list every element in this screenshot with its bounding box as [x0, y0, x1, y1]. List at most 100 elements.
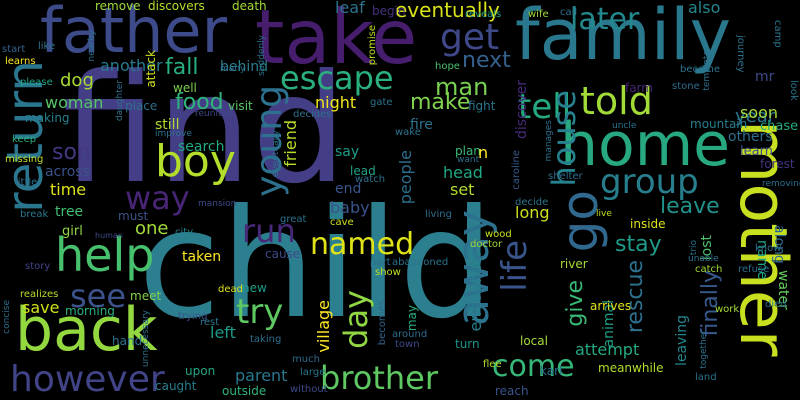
word-rescue: rescue: [623, 260, 648, 334]
word-manages: manages: [544, 120, 554, 162]
word-gate: gate: [370, 97, 393, 108]
word-new: new: [242, 281, 267, 295]
word-concise: concise: [2, 300, 12, 334]
word-n: n: [478, 143, 489, 162]
word-water: water: [775, 270, 791, 310]
word-discover: discover: [514, 80, 530, 139]
word-way: way: [125, 179, 190, 217]
word-died: died: [765, 299, 787, 310]
word-however: however: [10, 359, 165, 400]
word-attempt: attempt: [575, 340, 640, 359]
word-behind: behind: [220, 59, 269, 75]
word-along: along: [771, 225, 787, 264]
word-arrives: arrives: [590, 299, 632, 313]
word-family: family: [515, 0, 732, 76]
word-year: year: [735, 106, 776, 127]
word-inside: inside: [630, 217, 666, 231]
word-uncle: uncle: [612, 121, 637, 131]
word-taking: taking: [250, 334, 282, 345]
word-improve: improve: [155, 129, 192, 139]
word-unnecessary: unnecessary: [141, 310, 151, 368]
word-promise: promise: [367, 25, 378, 66]
word-say: say: [335, 144, 360, 160]
word-cause: cause: [265, 247, 301, 261]
word-soon: soon: [740, 103, 779, 122]
word-later: later: [570, 2, 640, 37]
word-friend: friend: [281, 120, 300, 167]
word-doctor: doctor: [470, 239, 503, 250]
word-work: work: [715, 304, 740, 315]
word-unable: unable: [688, 254, 719, 264]
word-reach: reach: [495, 384, 529, 398]
word-eventually-small: eventually: [271, 130, 281, 178]
word-give: give: [563, 280, 588, 327]
word-abandoned: abandoned: [392, 257, 449, 268]
word-meanwhile: meanwhile: [598, 361, 664, 375]
word-look: look: [788, 80, 799, 101]
word-learns: learns: [5, 56, 36, 67]
word-suddenly: suddenly: [257, 35, 267, 76]
word-refuse: refuse: [738, 264, 770, 275]
word-long: long: [515, 203, 550, 222]
word-boy: boy: [155, 136, 236, 187]
word-morning: morning: [65, 304, 115, 318]
word-removing: removing: [762, 179, 800, 189]
word-begin: begin: [372, 4, 406, 18]
word-rest: rest: [200, 317, 220, 328]
word-chase: chase: [760, 119, 799, 134]
word-baby: baby: [330, 198, 370, 217]
word-go: go: [551, 190, 609, 253]
word-learn: learn: [740, 144, 773, 159]
word-outside: outside: [222, 384, 267, 398]
word-life: life: [495, 240, 535, 292]
word-wood: wood: [485, 229, 512, 240]
word-like: like: [38, 41, 56, 52]
word-make: make: [410, 90, 471, 115]
word-home: home: [560, 110, 731, 180]
word-attack: attack: [144, 50, 158, 88]
word-brother: brother: [320, 359, 439, 397]
word-woman: woman: [45, 93, 104, 112]
word-group: group: [600, 162, 699, 202]
word-land: land: [695, 372, 717, 383]
word-daughter: daughter: [115, 80, 125, 122]
word-caroline: caroline: [511, 150, 522, 190]
word-leaving: leaving: [674, 315, 690, 367]
word-hand: hand: [112, 334, 143, 348]
word-break: break: [20, 209, 49, 220]
word-shelter: shelter: [548, 171, 583, 182]
word-meet: meet: [130, 289, 162, 303]
word-nearby: nearby: [87, 30, 97, 62]
word-one: one: [135, 218, 169, 239]
word-mountain: mountain: [690, 117, 748, 131]
word-told: told: [580, 79, 653, 123]
word-making: making: [25, 111, 70, 125]
word-leaf: leaf: [335, 0, 365, 17]
word-great: great: [280, 214, 307, 225]
word-visit: visit: [228, 99, 253, 113]
word-town: town: [395, 339, 420, 350]
word-name: name: [754, 240, 770, 280]
word-many: many: [220, 64, 246, 74]
word-karl: karl: [540, 364, 563, 378]
word-much: much: [292, 354, 320, 365]
word-trying: trying: [178, 311, 208, 322]
word-flee: flee: [483, 359, 502, 370]
word-tree: tree: [55, 204, 84, 220]
word-stay: stay: [615, 232, 662, 257]
word-well: well: [173, 81, 197, 95]
word-template: template: [702, 50, 712, 91]
word-man: man: [435, 73, 489, 101]
word-run: run: [242, 212, 296, 250]
word-without: without: [290, 384, 328, 395]
word-little: little: [15, 177, 38, 188]
word-back: back: [15, 295, 158, 365]
word-may: may: [405, 305, 419, 332]
word-become: become: [680, 64, 721, 75]
word-must: must: [118, 209, 149, 223]
word-reunited: reunited: [195, 109, 233, 119]
word-set: set: [450, 180, 475, 199]
word-end: end: [335, 181, 362, 197]
word-large: large: [300, 367, 326, 378]
